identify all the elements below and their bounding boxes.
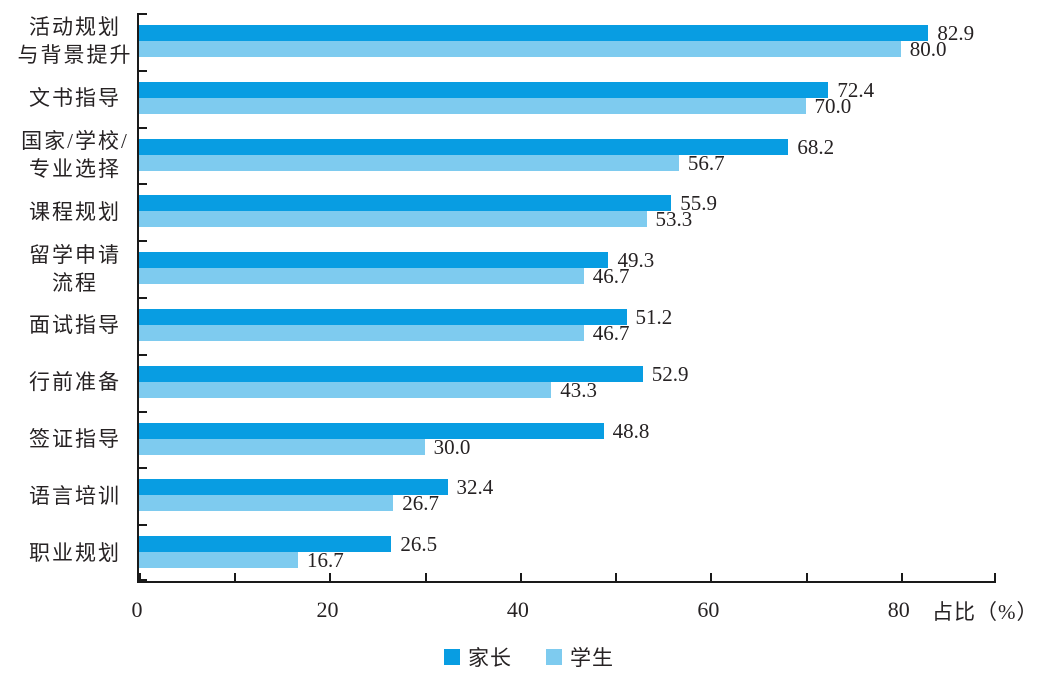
x-axis-tick bbox=[901, 573, 903, 581]
x-axis-tick bbox=[425, 573, 427, 581]
legend: 家长 学生 bbox=[0, 642, 1058, 672]
y-axis-tick bbox=[139, 70, 147, 72]
category-label-text: 国家/学校/ 专业选择 bbox=[21, 128, 129, 181]
value-label: 51.2 bbox=[635, 305, 673, 329]
x-tick-label: 0 bbox=[131, 597, 143, 622]
y-axis-tick bbox=[139, 297, 147, 299]
bar-students bbox=[139, 552, 299, 569]
category-label: 签证指导 bbox=[0, 411, 150, 468]
bar-parents bbox=[139, 536, 392, 553]
bar-parents bbox=[139, 252, 609, 269]
bar-parents bbox=[139, 309, 627, 325]
category-label-text: 面试指导 bbox=[29, 313, 121, 338]
x-axis-tick bbox=[234, 573, 236, 581]
legend-label-parents: 家长 bbox=[468, 646, 512, 670]
bar-students bbox=[139, 495, 394, 512]
bar-parents bbox=[139, 81, 829, 98]
value-label: 46.7 bbox=[592, 321, 630, 345]
value-label: 68.2 bbox=[797, 134, 835, 159]
legend-item-students: 学生 bbox=[546, 642, 614, 672]
category-label-text: 文书指导 bbox=[29, 86, 121, 111]
y-axis-tick bbox=[139, 579, 147, 581]
y-axis-tick bbox=[139, 127, 147, 129]
category-label-text: 活动规划 与背景提升 bbox=[17, 15, 133, 68]
value-label: 70.0 bbox=[814, 93, 852, 118]
category-label-text: 课程规划 bbox=[29, 199, 121, 224]
legend-label-students: 学生 bbox=[570, 646, 614, 670]
category-label-text: 语言培训 bbox=[29, 483, 121, 508]
bar-students bbox=[139, 268, 584, 285]
bar-students bbox=[139, 97, 806, 114]
category-label: 国家/学校/ 专业选择 bbox=[0, 127, 150, 184]
x-axis-tick bbox=[710, 573, 712, 581]
y-axis-tick bbox=[139, 183, 147, 185]
x-axis-tick bbox=[520, 573, 522, 581]
students-swatch bbox=[546, 649, 562, 665]
x-tick-label: 60 bbox=[697, 597, 720, 622]
x-tick-label: 40 bbox=[506, 597, 529, 622]
bar-parents bbox=[139, 25, 929, 41]
value-label: 26.5 bbox=[400, 532, 438, 557]
bar-parents bbox=[139, 365, 643, 382]
category-label: 语言培训 bbox=[0, 467, 150, 524]
bar-students bbox=[139, 438, 425, 455]
value-label: 80.0 bbox=[909, 37, 947, 61]
value-label: 53.3 bbox=[655, 207, 693, 232]
plot-area: 82.9 80.0 72.4 70.0 68.2 56.7 55.9 53.3 49.3 46.7… bbox=[137, 13, 996, 583]
x-axis-tick bbox=[994, 573, 996, 581]
category-label-text: 留学申请 流程 bbox=[29, 242, 121, 295]
value-label: 82.9 bbox=[937, 21, 975, 45]
x-axis-tick bbox=[139, 573, 141, 581]
y-axis-tick bbox=[139, 354, 147, 356]
value-label: 49.3 bbox=[617, 248, 655, 273]
value-label: 26.7 bbox=[402, 491, 439, 516]
bar-students bbox=[139, 325, 584, 341]
x-axis-title: 占比（%） bbox=[932, 600, 1039, 624]
x-axis-tick bbox=[329, 573, 331, 581]
value-label: 52.9 bbox=[651, 361, 689, 386]
legend-item-parents: 家长 bbox=[444, 642, 512, 672]
value-label: 46.7 bbox=[592, 264, 630, 289]
value-label: 43.3 bbox=[560, 377, 598, 402]
category-label: 职业规划 bbox=[0, 524, 150, 581]
bar-parents bbox=[139, 138, 789, 155]
bar-students bbox=[139, 381, 552, 398]
x-tick-label: 20 bbox=[316, 597, 339, 622]
y-axis-tick bbox=[139, 240, 147, 242]
bar-parents bbox=[139, 422, 604, 439]
category-label: 面试指导 bbox=[0, 297, 150, 354]
y-axis-tick bbox=[139, 411, 147, 413]
parents-swatch bbox=[444, 649, 460, 665]
category-label: 文书指导 bbox=[0, 70, 150, 127]
value-label: 56.7 bbox=[687, 150, 725, 175]
value-label: 48.8 bbox=[612, 418, 650, 443]
value-label: 32.4 bbox=[456, 475, 494, 500]
value-label: 30.0 bbox=[433, 434, 471, 459]
category-label-text: 行前准备 bbox=[29, 370, 121, 395]
y-axis-tick bbox=[139, 467, 147, 469]
bar-parents bbox=[139, 195, 672, 212]
category-label-text: 签证指导 bbox=[29, 426, 121, 451]
x-axis-tick bbox=[806, 573, 808, 581]
bar-students bbox=[139, 154, 679, 171]
value-label: 16.7 bbox=[307, 548, 344, 573]
y-axis-tick bbox=[139, 524, 147, 526]
bar-students bbox=[139, 211, 647, 228]
bar-parents bbox=[139, 479, 448, 496]
x-tick-label: 80 bbox=[887, 597, 910, 622]
value-label: 72.4 bbox=[837, 77, 875, 102]
y-axis-tick bbox=[139, 13, 147, 15]
category-label-text: 职业规划 bbox=[29, 540, 121, 565]
category-label: 行前准备 bbox=[0, 354, 150, 411]
category-label: 留学申请 流程 bbox=[0, 240, 150, 297]
category-label: 课程规划 bbox=[0, 183, 150, 240]
value-label: 55.9 bbox=[680, 191, 718, 216]
x-axis-tick bbox=[615, 573, 617, 581]
category-label: 活动规划 与背景提升 bbox=[0, 13, 150, 70]
bar-students bbox=[139, 41, 901, 57]
